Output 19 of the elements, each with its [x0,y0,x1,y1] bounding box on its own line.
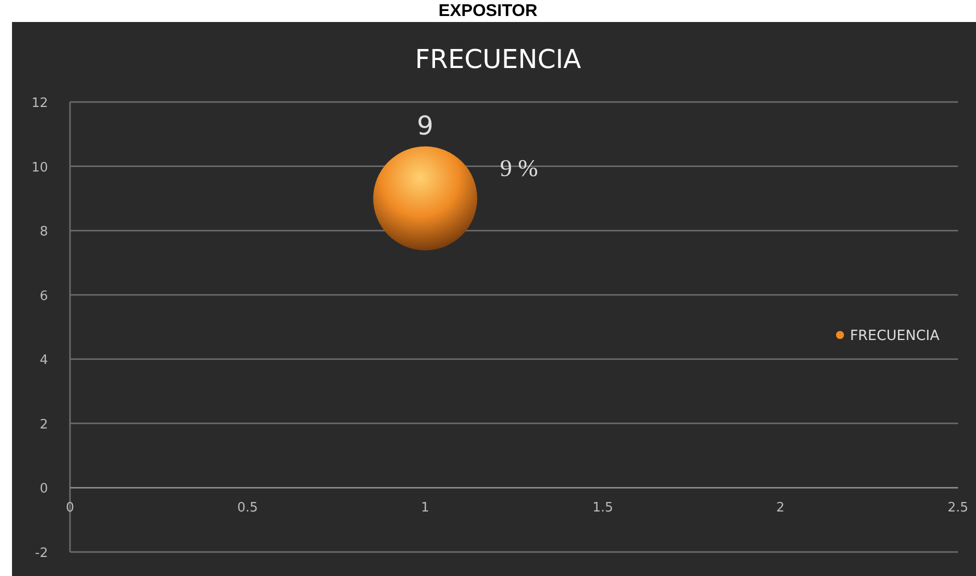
y-tick-label: 12 [31,96,48,111]
data-label: 9 [416,111,434,142]
x-tick-label: 0.5 [237,500,258,516]
y-tick-label: -2 [35,546,48,561]
y-tick-label: 8 [40,224,48,240]
x-tick-label: 2 [776,500,785,516]
chart-title: EXPOSITOR [438,1,538,20]
chart-subtitle: FRECUENCIA [414,45,582,75]
y-tick-label: 6 [40,288,48,304]
x-tick-label: 0 [66,500,74,516]
annotation: 9 % [500,156,538,182]
legend-label: FRECUENCIA [850,328,940,344]
x-tick-label: 2.5 [948,500,968,516]
y-tick-label: 10 [31,160,48,176]
x-tick-label: 1 [421,500,430,516]
x-tick-label: 1.5 [592,500,614,516]
y-tick-label: 4 [40,353,48,368]
y-tick-label: 2 [40,417,48,432]
y-tick-label: 0 [40,482,48,497]
